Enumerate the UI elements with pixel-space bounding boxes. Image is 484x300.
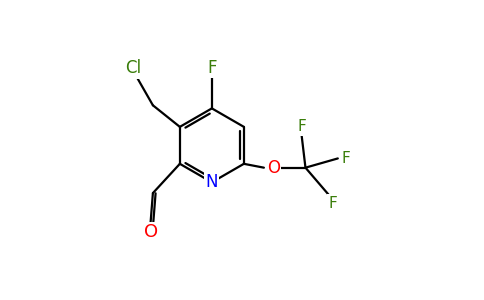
Text: N: N	[206, 173, 218, 191]
Text: O: O	[267, 159, 280, 177]
Text: Cl: Cl	[125, 59, 142, 77]
Text: F: F	[207, 58, 217, 76]
Text: F: F	[328, 196, 337, 211]
Text: O: O	[144, 223, 158, 241]
Text: F: F	[342, 151, 350, 166]
Text: F: F	[297, 119, 306, 134]
